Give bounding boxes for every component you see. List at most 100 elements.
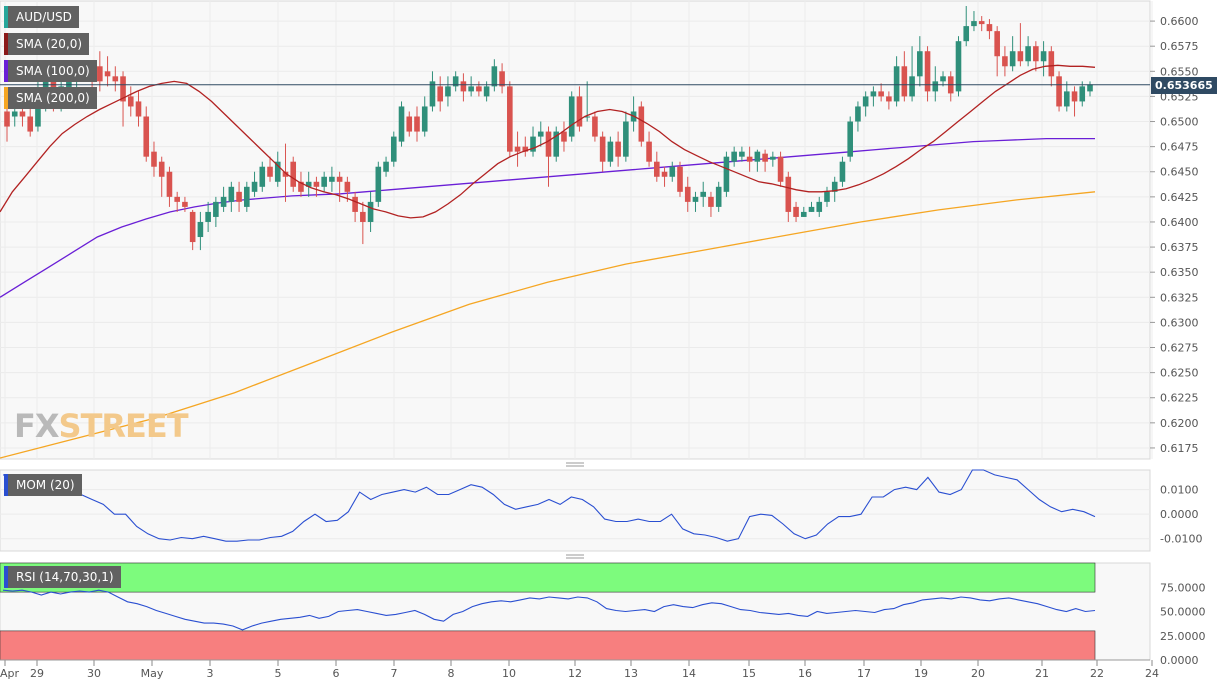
price-tick-label: 0.6350 [1160,266,1199,279]
candle-body [831,181,838,192]
time-tick-label: 10 [502,667,516,680]
candle-body [1079,86,1086,102]
price-tick-label: 0.6550 [1160,65,1199,78]
candle-body [785,176,792,212]
legend-sma200-swatch [4,87,8,109]
candle-body [607,141,614,162]
candle-body [158,161,165,177]
candle-body [1009,51,1016,67]
candle-body [932,81,939,92]
time-tick-label: 30 [87,667,101,680]
time-tick-label: 20 [971,667,985,680]
candle-body [1002,56,1008,67]
candle-body [692,196,699,202]
time-tick-label: 22 [1090,667,1104,680]
candle-body [313,181,320,187]
legend-sma100[interactable]: SMA (100,0) [4,60,97,82]
candle-body [994,31,1000,57]
candle-body [669,166,676,177]
legend-symbol[interactable]: AUD/USD [4,6,79,28]
time-tick-label: 19 [914,667,928,680]
candle-body [940,76,946,82]
time-axis: Apr 29 30 May 3 5 6 7 8 10 12 13 14 15 16 17 19 20 21 22 24 [0,659,1159,680]
candle-body [770,156,776,160]
price-tick-label: 0.6175 [1160,442,1199,455]
candle-body [135,101,142,117]
candle-body [352,196,358,212]
candle-body [777,156,784,182]
candle-body [855,106,861,122]
candle-body [893,66,900,102]
candle-body [421,106,428,132]
legend-sma100-swatch [4,60,8,82]
candle-body [1025,46,1031,62]
candle-body [522,146,529,152]
price-tick-label: 0.6500 [1160,116,1199,129]
candle-body [120,76,126,102]
candle-body [800,211,807,217]
time-tick-label: 6 [333,667,340,680]
candle-body [723,156,730,192]
candle-body [839,161,846,182]
rsi-tick-label: 50.0000 [1160,606,1206,619]
candle-body [329,176,335,182]
legend-rsi-swatch [4,566,8,588]
candle-body [584,116,590,118]
candle-body [290,161,297,187]
candle-body [1087,84,1093,92]
candle-body [677,166,683,192]
candle-body [762,153,768,162]
candle-body [437,86,443,102]
legend-rsi-label: RSI (14,70,30,1) [16,570,114,584]
candle-body [986,24,993,32]
momentum-panel: 0.0100 0.0000 -0.0100 [0,469,1202,552]
candle-body [739,151,745,157]
candle-body [816,201,823,212]
candle-body [545,131,552,157]
sma100-layer [0,137,1095,298]
time-tick-label: 16 [798,667,812,680]
rsi-tick-label: 75.0000 [1160,581,1206,594]
candle-body [189,211,196,243]
candle-body [1071,91,1078,102]
mom-tick-label: 0.0000 [1160,508,1199,521]
candle-body [499,71,505,87]
sma200-layer [0,191,1096,459]
candle-body [901,66,908,97]
candle-body [468,86,474,92]
legend-sma20[interactable]: SMA (20,0) [4,33,90,55]
time-tick-label: 13 [624,667,638,680]
time-tick-label: 17 [857,667,871,680]
candle-body [429,81,436,107]
rsi-tick-label: 0.0000 [1160,654,1199,667]
time-tick-label: 7 [391,667,398,680]
candle-body [507,86,513,152]
candle-body [646,141,652,162]
legend-sma200[interactable]: SMA (200,0) [4,87,97,109]
candle-body [1017,51,1024,62]
candle-body [205,211,211,222]
candle-body [731,151,737,162]
candle-body [654,161,660,177]
legend-rsi[interactable]: RSI (14,70,30,1) [4,566,121,588]
time-tick-label: 5 [275,667,282,680]
candle-body [282,171,289,177]
time-tick-label: 24 [1145,667,1159,680]
candle-body [878,91,884,97]
price-tick-label: 0.6400 [1160,216,1199,229]
sma200-line [0,191,1096,459]
candle-body [886,96,892,102]
candle-body [684,186,691,202]
price-tick-label: 0.6250 [1160,367,1199,380]
candle-body [151,151,157,167]
legend-momentum[interactable]: MOM (20) [4,474,82,496]
candle-body [971,21,977,27]
price-tick-label: 0.6300 [1160,316,1199,329]
candle-body [236,191,242,202]
candle-body [615,141,621,157]
candle-body [244,186,250,207]
legend-sma100-label: SMA (100,0) [16,64,90,78]
time-tick-label: 8 [448,667,455,680]
sma20-line [0,64,1096,219]
